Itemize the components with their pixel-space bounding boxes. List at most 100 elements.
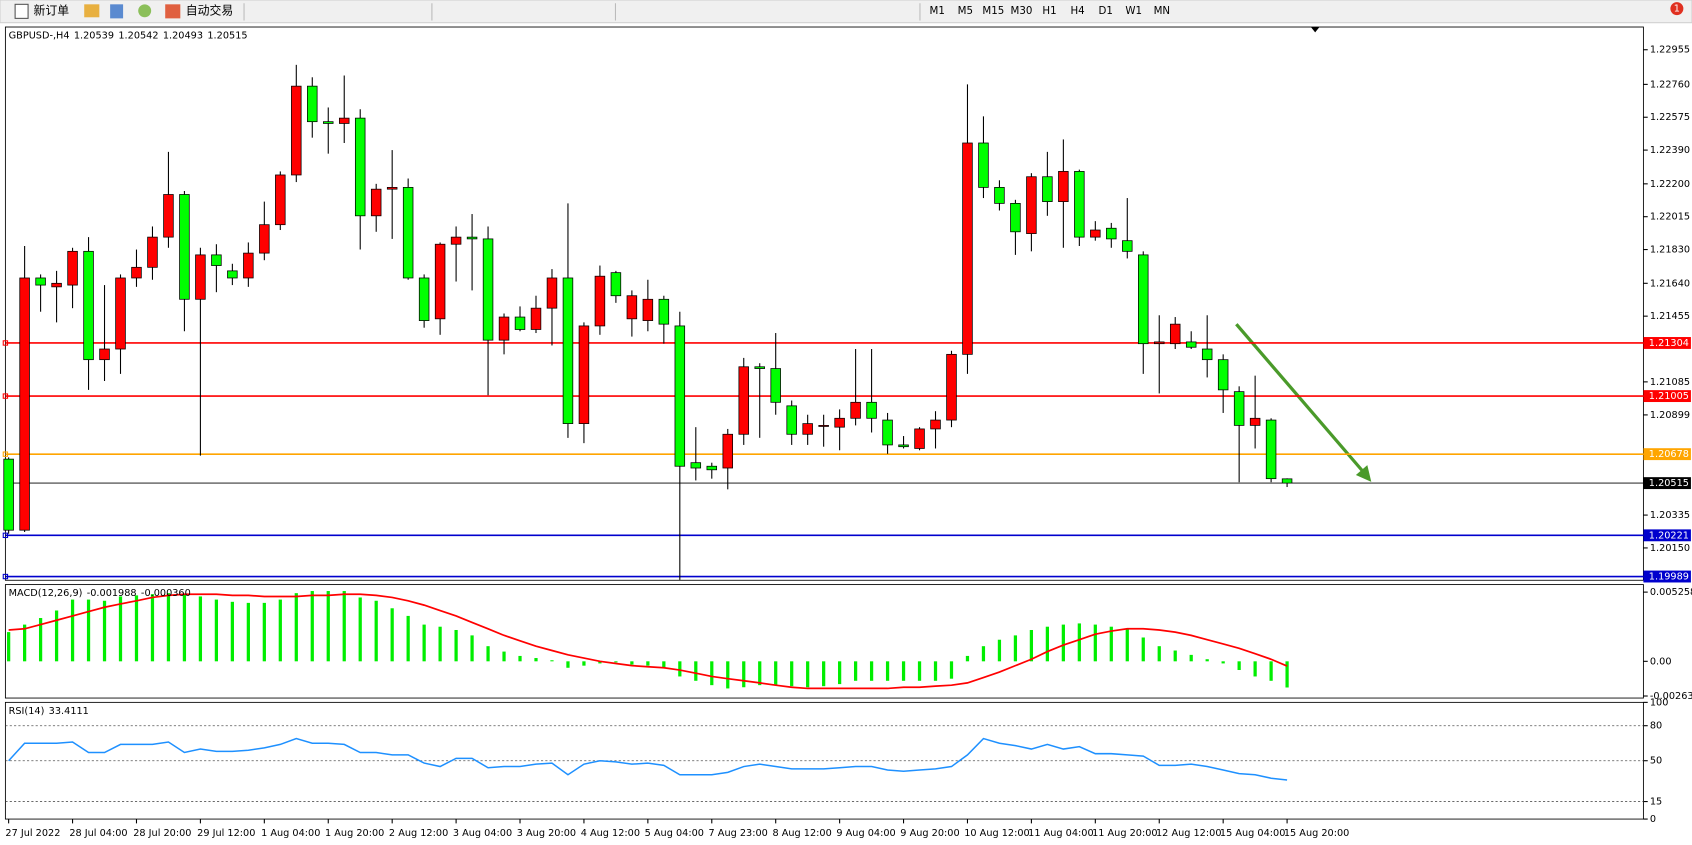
histogram-bar xyxy=(518,655,522,662)
candle-body xyxy=(386,187,398,190)
x-tick-label: 28 Jul 04:00 xyxy=(69,828,127,839)
candle-body xyxy=(275,174,286,226)
histogram-bar xyxy=(965,655,970,662)
x-tick-label: 28 Jul 20:00 xyxy=(133,828,191,839)
header-value: -0.001988 xyxy=(87,588,137,599)
candle-body xyxy=(19,277,30,531)
histogram-bar xyxy=(198,596,203,662)
icon xyxy=(165,4,181,19)
histogram-bar xyxy=(358,597,362,662)
candle-body xyxy=(882,419,893,446)
candle-body xyxy=(1249,417,1261,426)
histogram-bar xyxy=(1061,624,1065,662)
level-tag xyxy=(1643,570,1691,583)
candle-body xyxy=(323,121,334,124)
y-tick-label: 80 xyxy=(1650,721,1662,732)
x-tick-label: 29 Jul 12:00 xyxy=(197,828,255,839)
candle-body xyxy=(930,419,941,430)
candle-body xyxy=(850,401,861,419)
histogram-bar xyxy=(1205,659,1209,662)
histogram-bar xyxy=(390,608,394,662)
series-line xyxy=(8,737,1288,781)
candle-body xyxy=(131,266,142,279)
histogram-bar xyxy=(1093,624,1097,662)
candle-body xyxy=(1026,176,1037,234)
candle-body xyxy=(562,277,574,424)
period-button[interactable]: W1 xyxy=(1125,5,1142,17)
period-button[interactable]: D1 xyxy=(1098,5,1112,17)
toolbar-button[interactable]: 新订单 xyxy=(33,3,69,17)
histogram-bar xyxy=(838,661,842,685)
level-marker xyxy=(2,573,9,580)
histogram-bar xyxy=(1013,635,1018,662)
y-tick-label: 0 xyxy=(1650,814,1656,825)
header-value: 1.20539 xyxy=(74,31,114,42)
candle-body xyxy=(674,325,686,467)
x-tick-label: 11 Aug 04:00 xyxy=(1028,828,1094,839)
period-button[interactable]: MN xyxy=(1154,5,1171,17)
candle-body xyxy=(227,270,238,279)
candle-body xyxy=(658,298,670,325)
bid-label: 1.20515 xyxy=(1649,478,1689,489)
histogram-bar xyxy=(1173,650,1177,662)
y-tick-label: 1.22015 xyxy=(1650,212,1690,223)
histogram-bar xyxy=(1237,661,1241,671)
histogram-bar xyxy=(166,593,171,662)
y-tick-label: 1.21640 xyxy=(1650,278,1690,289)
panel-header: MACD(12,26,9) -0.001988 -0.000360 xyxy=(9,588,191,599)
panel-frame xyxy=(4,26,1644,581)
period-button[interactable]: M30 xyxy=(1011,5,1033,17)
histogram-bar xyxy=(614,661,618,663)
histogram-bar xyxy=(933,661,938,681)
candle-body xyxy=(466,236,478,240)
histogram-bar xyxy=(406,615,410,662)
period-button[interactable]: M1 xyxy=(930,5,945,17)
candle-body xyxy=(514,316,526,330)
candle-body xyxy=(1122,240,1133,252)
histogram-bar xyxy=(102,600,107,662)
candle-body xyxy=(834,417,845,428)
histogram-bar xyxy=(822,661,826,687)
histogram-bar xyxy=(86,599,91,662)
y-tick-label: 1.22575 xyxy=(1650,112,1690,123)
candle-body xyxy=(1106,227,1117,240)
histogram-bar xyxy=(342,591,346,662)
candle-body xyxy=(1074,171,1085,238)
x-tick-label: 5 Aug 04:00 xyxy=(645,828,704,839)
histogram-bar xyxy=(1109,626,1113,662)
histogram-bar xyxy=(630,661,634,665)
histogram-bar xyxy=(917,661,922,681)
period-button[interactable]: H4 xyxy=(1070,5,1084,17)
level-marker xyxy=(2,340,9,346)
candle-body xyxy=(1010,203,1021,233)
level-tag xyxy=(1643,390,1691,403)
period-button[interactable]: M5 xyxy=(958,5,973,17)
header-title: GBPUSD-,H4 xyxy=(9,31,70,42)
toolbar-button[interactable]: 自动交易 xyxy=(186,3,233,17)
candle-body xyxy=(786,405,797,435)
candle-body xyxy=(994,187,1005,204)
candle-body xyxy=(722,433,734,469)
candle-body xyxy=(179,194,190,300)
histogram-bar xyxy=(869,661,874,681)
candle-body xyxy=(1154,341,1165,345)
y-tick-label: 1.22390 xyxy=(1650,145,1690,156)
candle-body xyxy=(354,117,366,217)
level-marker xyxy=(2,532,9,539)
period-button[interactable]: H1 xyxy=(1042,5,1056,17)
level-label: 1.21304 xyxy=(1649,338,1689,349)
candle-body xyxy=(946,353,957,421)
icon xyxy=(14,3,29,19)
level-label: 1.20221 xyxy=(1649,530,1689,541)
period-button[interactable]: M15 xyxy=(982,5,1004,17)
histogram-bar xyxy=(310,591,314,662)
candle-body xyxy=(1169,323,1181,345)
candle-body xyxy=(338,117,350,124)
candle-body xyxy=(243,252,254,279)
candle-body xyxy=(67,250,78,286)
y-tick-label: 1.22760 xyxy=(1650,79,1690,90)
x-tick-label: 3 Aug 20:00 xyxy=(517,828,576,839)
histogram-bar xyxy=(901,661,906,681)
alert-badge[interactable] xyxy=(1670,2,1684,16)
